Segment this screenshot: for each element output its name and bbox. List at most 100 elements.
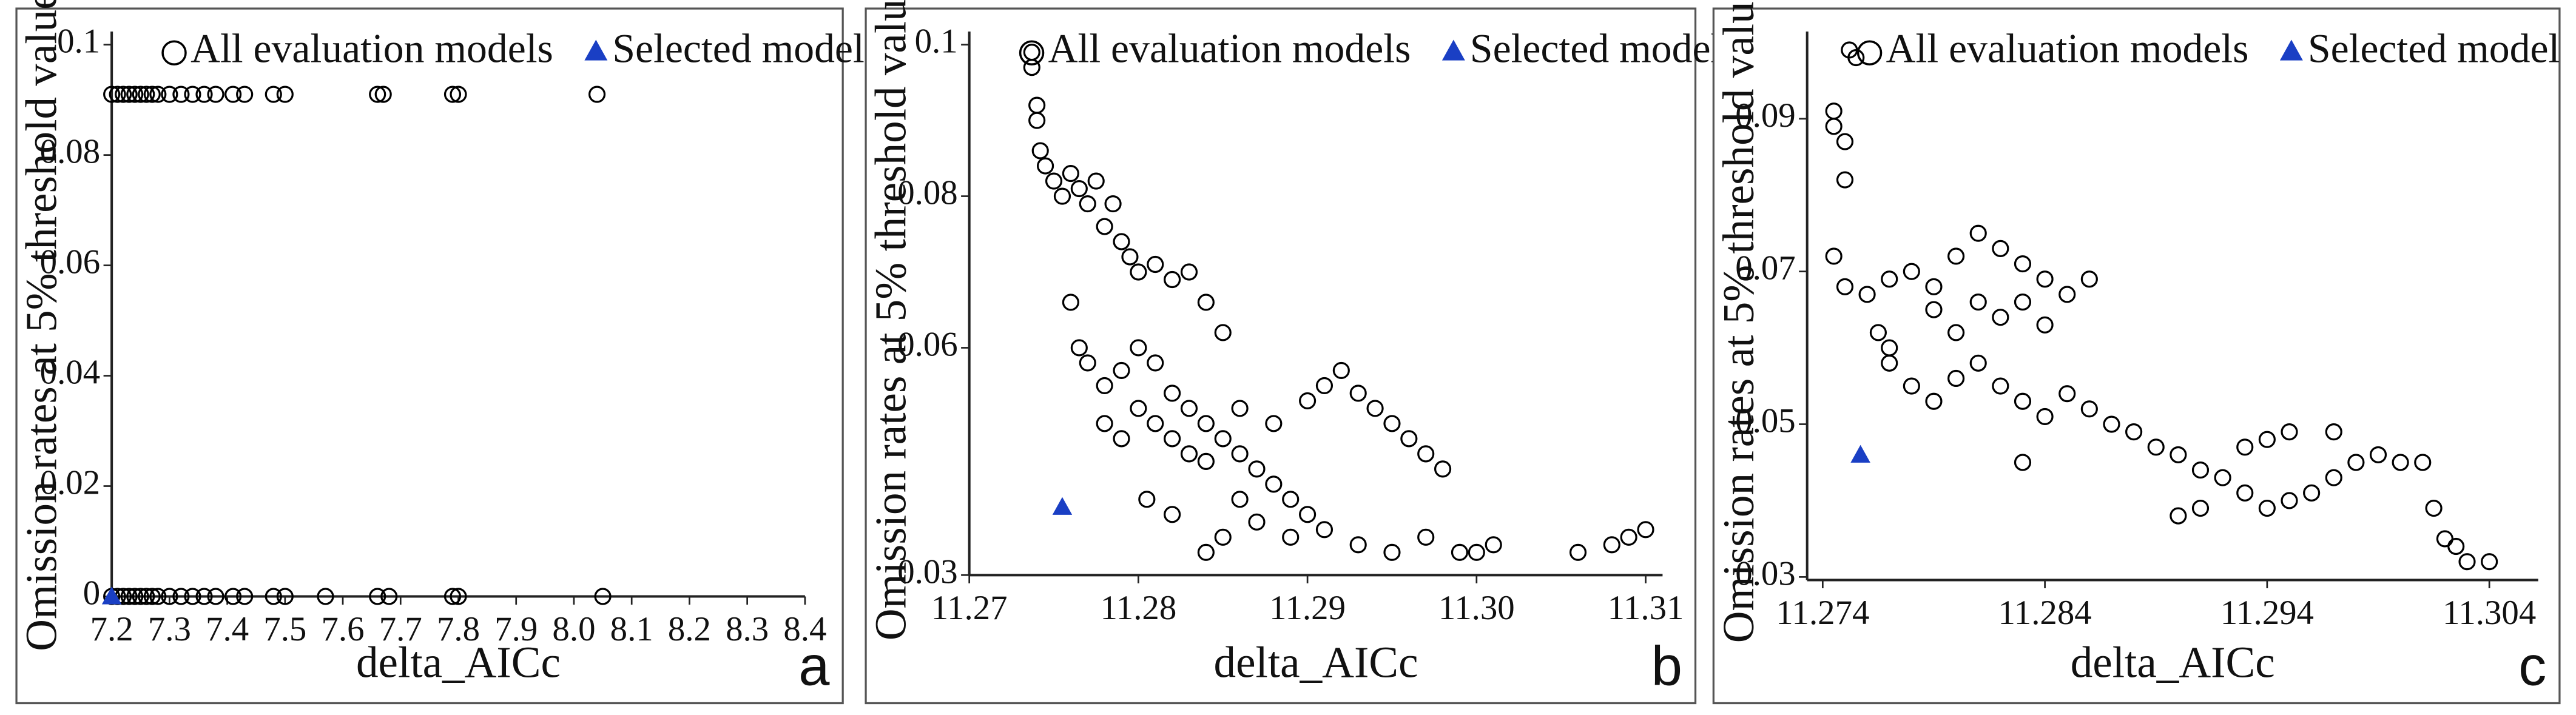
legend-label: Selected model [2308,26,2560,72]
panel-label: b [1651,635,1682,697]
selected-point [1850,445,1870,463]
point [1062,164,1079,183]
point [1366,400,1384,417]
point [1881,270,1898,288]
point [2191,461,2210,479]
point [1070,339,1088,357]
point [1087,172,1105,190]
panel: 0 0.02 0.04 0.06 0.08 0.1 7.2 7.3 7.4 7.5 7.6 7.7 7.… [15,0,865,705]
point [1992,309,2009,326]
y-axis-label: Omission rates at 5% threshold value [17,0,66,651]
y-tick-label: 0.02 [40,464,101,502]
point [1130,263,1147,281]
y-tick-label: 0.1 [915,22,958,61]
point [1383,543,1401,561]
point [2325,469,2342,486]
point [1969,224,1987,242]
panel-frame [15,7,844,705]
point [1992,240,2009,257]
point [1045,172,1063,190]
point [265,588,282,605]
x-tick-label: 8.3 [726,610,769,648]
point [1468,543,1485,561]
point [1400,430,1418,448]
point [1451,543,1469,561]
point [1130,400,1147,417]
y-tick-label: 0.09 [1735,96,1796,135]
point [132,588,149,605]
x-axis-label: delta_AICc [356,638,561,687]
point [1847,49,1865,67]
point [2425,499,2443,517]
point [1096,377,1113,395]
point [1947,247,1965,265]
point [1104,195,1122,213]
point [143,86,161,103]
point [1147,255,1164,274]
y-tick-label: 0.05 [1735,402,1796,440]
point [276,86,294,103]
point [276,588,294,605]
panel: 0.03 0.05 0.07 0.09 11.274 11.284 11.294 11.304… [1712,0,2561,705]
point [1214,528,1232,546]
point [1197,294,1215,311]
point [2103,415,2120,433]
panel-frame [865,7,1697,705]
point [374,86,392,103]
point [224,588,242,605]
x-tick-label: 11.274 [1776,594,1869,632]
point [1079,195,1096,213]
point [1836,171,1854,189]
point [126,86,144,103]
point [2214,469,2231,486]
point [138,588,155,605]
point [1248,513,1266,531]
legend-marker [584,39,608,61]
point [594,588,612,605]
x-tick-label: 7.7 [379,610,422,648]
point [172,588,190,605]
x-tick-label: 8.4 [783,610,826,648]
point [1248,460,1266,478]
point [1881,339,1898,357]
point [1603,536,1620,554]
point [1637,521,1654,539]
point [2447,537,2465,556]
point [1947,324,1965,341]
point [161,86,178,103]
point [450,86,467,103]
point [2414,454,2432,471]
point [1197,452,1215,470]
point [2147,438,2165,456]
panel-label: a [798,635,830,697]
point [1383,415,1401,432]
selected-point [101,586,122,605]
selected-point [1052,497,1073,515]
point [1164,506,1181,523]
point [120,588,138,605]
point [1620,528,1637,546]
point [2236,438,2254,456]
point [1164,384,1181,402]
point [109,86,126,103]
point [1113,233,1130,250]
point [207,588,224,605]
point [1299,506,1317,523]
point [1836,278,1854,295]
point [1031,142,1049,159]
point [172,86,190,103]
x-tick-label: 7.5 [263,610,306,648]
point [1096,415,1113,432]
point [369,588,386,605]
y-axis-label: Omission rates at 5% threshold value [866,0,915,640]
panel-frame [1712,7,2561,705]
point [1947,369,1965,388]
legend-marker [1019,40,1045,65]
point [1023,59,1040,76]
y-tick-label: 0.07 [1735,249,1796,287]
point [1925,392,1943,410]
legend-label: Selected model [612,26,864,72]
point [2303,484,2321,502]
point [2036,270,2054,288]
